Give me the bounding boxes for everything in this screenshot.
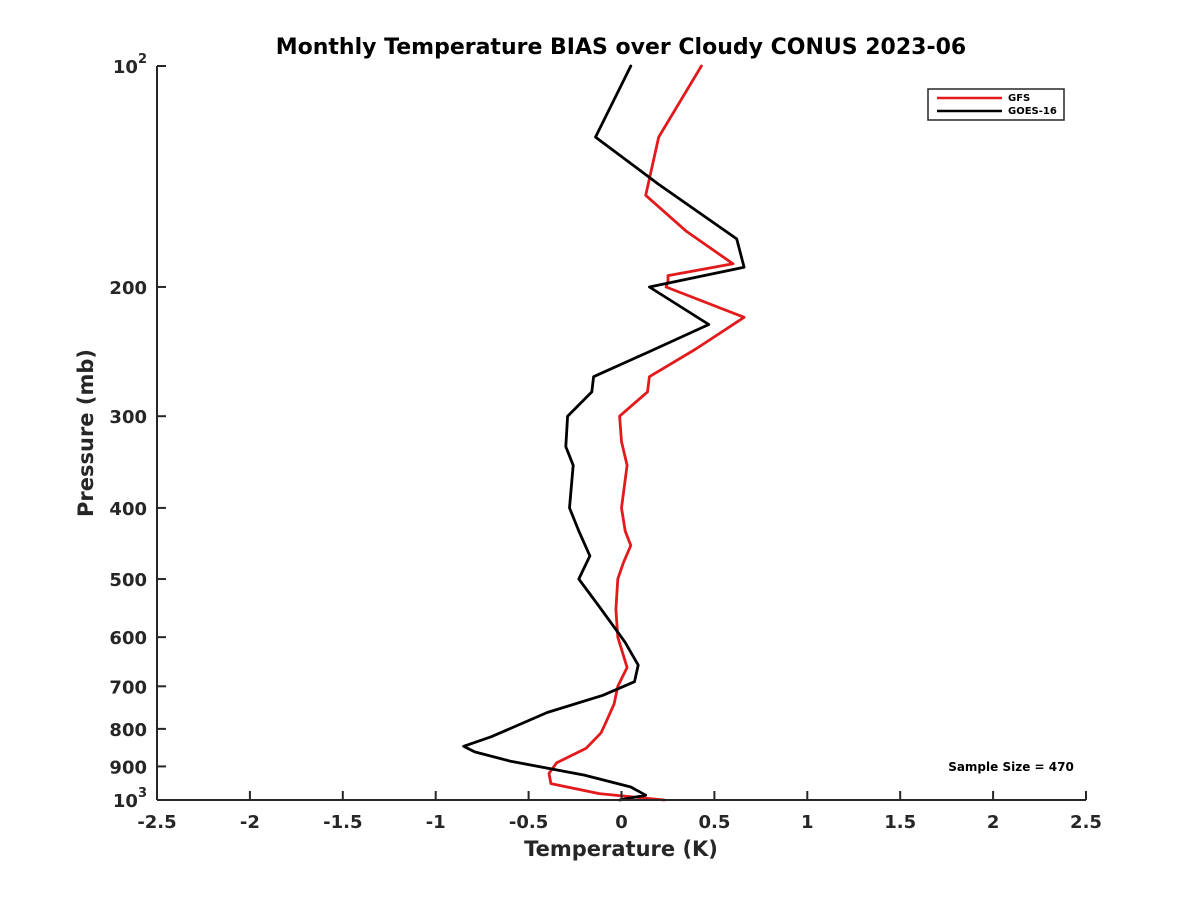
y-tick-label: 103 [113, 786, 147, 812]
x-tick-label: -0.5 [509, 812, 548, 833]
y-tick-label-exponent: 2 [138, 52, 147, 67]
x-tick-label: -1.5 [323, 812, 362, 833]
x-axis-ticks: -2.5 -2 -1.5 -1 -0.5 0 0.5 1 1.5 2 2.5 [137, 791, 1102, 833]
plot-area [462, 64, 746, 802]
legend-label-gfs: GFS [1008, 93, 1030, 104]
y-tick-label: 102 [113, 52, 147, 78]
y-tick-label-base: 10 [113, 57, 138, 78]
legend-label-goes-16: GOES-16 [1008, 106, 1057, 117]
legend: GFS GOES-16 [927, 88, 1065, 121]
y-tick-label: 600 [109, 628, 147, 649]
y-tick-label: 800 [109, 720, 147, 741]
x-axis-label: Temperature (K) [524, 837, 718, 861]
x-tick-label: -2 [240, 812, 260, 833]
y-tick-label: 300 [109, 407, 147, 428]
series-line-gfs [547, 64, 746, 802]
sample-size-annotation: Sample Size = 470 [948, 760, 1074, 774]
legend-box [927, 88, 1065, 121]
x-tick-label: 2 [987, 812, 1000, 833]
y-tick-label: 400 [109, 499, 147, 520]
series-line-goes-16 [462, 64, 746, 802]
y-tick-label-base: 10 [113, 791, 138, 812]
x-tick-label: 1 [801, 812, 814, 833]
y-tick-label: 200 [109, 278, 147, 299]
x-tick-label: -2.5 [137, 812, 176, 833]
x-tick-label: 2.5 [1070, 812, 1102, 833]
x-tick-label: 1.5 [884, 812, 916, 833]
chart-title: Monthly Temperature BIAS over Cloudy CON… [276, 35, 966, 60]
x-tick-label: 0 [615, 812, 628, 833]
y-tick-label: 700 [109, 677, 147, 698]
x-tick-label: 0.5 [698, 812, 730, 833]
y-tick-label: 500 [109, 570, 147, 591]
y-tick-label-exponent: 3 [138, 786, 147, 801]
y-axis-label: Pressure (mb) [74, 349, 98, 517]
y-tick-label: 900 [109, 757, 147, 778]
x-tick-label: -1 [426, 812, 446, 833]
